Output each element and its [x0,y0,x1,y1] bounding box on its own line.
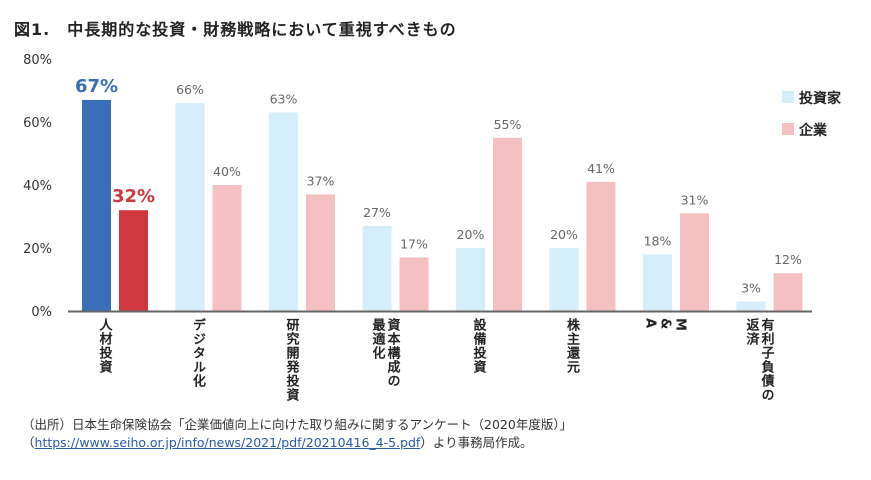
data-label: 20% [550,227,578,242]
legend-swatch [782,91,794,103]
y-tick-label: 20% [23,242,52,257]
bar-investor [736,301,766,311]
source-note-2: （https://www.seiho.or.jp/info/news/2021/… [22,432,533,451]
data-label: 20% [457,227,485,242]
bar-investor [456,248,485,311]
x-tick-label: M & A [642,318,688,332]
bar-company [399,257,429,311]
bar-company [212,185,242,311]
source-suffix: ）より事務局作成。 [420,435,533,450]
data-label: 31% [681,192,709,207]
x-tick-label: デジタル化 [190,318,205,388]
bar-company [680,213,709,311]
x-tick-label: 人材投資 [96,318,112,374]
bar-company [773,273,803,311]
x-tick-label: 資本構成の 最適化 [369,318,400,388]
source-note: （出所）日本生命保険協会「企業価値向上に向けた取り組みに関するアンケート（202… [22,417,573,432]
data-label: 41% [587,161,615,176]
data-label: 17% [400,236,428,251]
y-tick-label: 40% [23,179,52,194]
y-tick-label: 60% [23,116,52,131]
bar-company [586,181,616,311]
x-tick-label: 株主還元 [564,318,579,374]
paren-open: （ [22,435,35,450]
bar-company [493,137,522,311]
data-label: 40% [213,164,241,179]
legend-label: 投資家 [799,90,842,107]
bar-company [306,194,335,311]
legend-swatch [782,123,794,135]
x-tick-label: 設備投資 [470,318,486,374]
data-label: 3% [741,281,761,296]
data-label: 32% [112,186,155,207]
chart-title: 図1. 中長期的な投資・財務戦略において重視すべきもの [14,20,457,39]
y-tick-label: 0% [31,305,52,320]
data-label: 12% [774,252,802,267]
bar-company [119,210,148,311]
bar-investor [269,112,298,311]
bar-investor [549,248,579,311]
data-label: 63% [270,92,298,107]
x-tick-label: 有利子負債の 返済 [743,318,774,402]
y-tick-label: 80% [23,53,52,68]
data-label: 37% [307,173,335,188]
data-label: 18% [644,233,672,248]
data-label: 66% [176,82,204,97]
legend-label: 企業 [798,122,828,139]
bar-investor [82,99,111,311]
bar-investor [643,254,672,311]
bar-investor [175,103,205,311]
source-link[interactable]: https://www.seiho.or.jp/info/news/2021/p… [34,435,421,450]
bar-investor [362,225,392,311]
x-tick-label: 研究開発投資 [283,318,299,402]
data-label: 67% [75,76,118,97]
data-label: 55% [494,117,522,132]
data-label: 27% [363,205,391,220]
